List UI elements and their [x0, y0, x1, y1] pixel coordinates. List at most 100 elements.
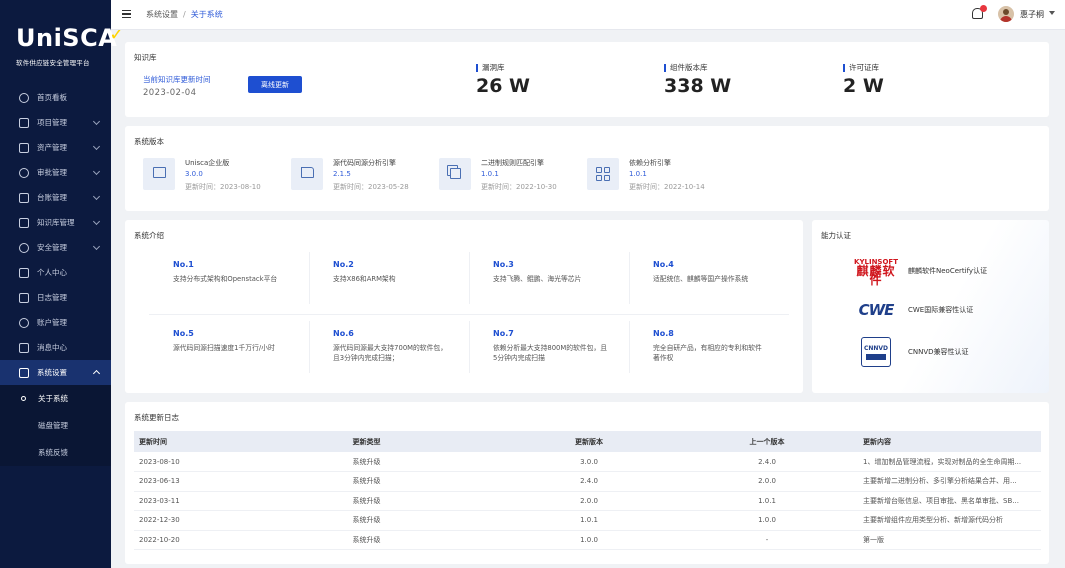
kylinsoft-logo: KYLINSOFT 麒麟软件 [852, 256, 900, 286]
sidebar-item-label: 台账管理 [37, 193, 67, 202]
breadcrumb-item-settings[interactable]: 系统设置 [146, 10, 178, 19]
table-cell: 1.0.0 [502, 530, 676, 550]
table-cell: 2022-12-30 [134, 510, 231, 531]
intro-number: No.5 [173, 329, 194, 338]
submenu-item[interactable]: 关于系统 [0, 385, 111, 412]
version-number: 2.1.5 [333, 170, 351, 178]
sidebar-item-label: 账户管理 [37, 318, 67, 327]
cert-item: CNNVD CNNVD兼容性认证 [852, 337, 1032, 367]
chevron-down-icon [92, 117, 101, 126]
table-cell: 2.4.0 [502, 471, 676, 492]
intro-number: No.2 [333, 260, 354, 269]
intro-text: 源代码同源最大支持700M的软件包，且3分钟内完成扫描； [333, 344, 447, 362]
kb-update-date: 2023-02-04 [143, 88, 197, 98]
stat-value: 26 W [476, 75, 531, 97]
divider [629, 252, 630, 304]
table-cell: 1.0.1 [676, 491, 858, 511]
sidebar-item-label: 安全管理 [37, 243, 67, 252]
sidebar-item[interactable]: 个人中心 [0, 260, 111, 285]
avatar[interactable] [998, 6, 1014, 22]
chevron-down-icon [92, 192, 101, 201]
stat-value: 2 W [843, 75, 884, 97]
submenu-item-label: 系统反馈 [38, 448, 68, 457]
submenu: 关于系统磁盘管理系统反馈 [0, 385, 111, 466]
sidebar-item[interactable]: 首页看板 [0, 85, 111, 110]
version-item: 二进制规则匹配引擎 1.0.1 更新时间：2022-10-30 [439, 158, 579, 192]
intro-item: No.6 源代码同源最大支持700M的软件包，且3分钟内完成扫描； [309, 329, 464, 381]
intro-text: 支持X86和ARM架构 [333, 275, 396, 283]
cert-item: CWE CWE国际兼容性认证 [852, 295, 1032, 325]
sidebar-item-label: 项目管理 [37, 118, 67, 127]
intro-text: 支持分布式架构和Openstack平台 [173, 275, 278, 283]
version-number: 1.0.1 [629, 170, 647, 178]
stat-label: 许可证库 [843, 64, 884, 72]
stat-components: 组件版本库 338 W [664, 64, 731, 97]
binary-icon [439, 158, 471, 190]
sidebar-item[interactable]: 审批管理 [0, 160, 111, 185]
table-cell: 系统升级 [231, 452, 502, 472]
table-cell: 2023-06-13 [134, 471, 231, 492]
changelog-panel: 系统更新日志 更新时间 更新类型 更新版本 上一个版本 更新内容 2023-08… [125, 402, 1049, 564]
version-time: 更新时间：2023-08-10 [185, 183, 261, 191]
approval-icon [19, 167, 29, 178]
sidebar-menu: 首页看板项目管理资产管理 审批管理台账管理知识库管理安全管理个人中心日志管理账户管… [0, 85, 111, 466]
table-cell: 1.0.0 [676, 510, 858, 531]
certs-title: 能力认证 [821, 231, 851, 240]
account-icon [19, 317, 29, 328]
sidebar-item[interactable]: 消息中心 [0, 335, 111, 360]
dashboard-icon [19, 92, 29, 103]
column-header: 更新版本 [502, 431, 676, 452]
sidebar-item[interactable]: 资产管理 [0, 135, 111, 160]
cnnvd-logo-text: CNNVD [863, 344, 889, 352]
sidebar-item-label: 个人中心 [37, 268, 67, 277]
intro-item: No.1 支持分布式架构和Openstack平台 [149, 260, 304, 312]
offline-update-button[interactable]: 离线更新 [248, 76, 302, 93]
sidebar-item[interactable]: 账户管理 [0, 310, 111, 335]
cert-name: CWE国际兼容性认证 [908, 306, 974, 314]
menu-toggle-icon[interactable] [122, 10, 131, 18]
chevron-down-icon [92, 369, 101, 378]
table-cell: 2.0.0 [676, 471, 858, 492]
top-bar: 系统设置 / 关于系统 惠子桐 [111, 0, 1065, 30]
table-cell: 1.0.1 [502, 510, 676, 531]
intro-number: No.4 [653, 260, 674, 269]
sidebar-item[interactable]: 项目管理 [0, 110, 111, 135]
cert-name: 麒麟软件NeoCertify认证 [908, 267, 988, 275]
table-cell: 系统升级 [231, 510, 502, 531]
username[interactable]: 惠子桐 [1020, 10, 1044, 19]
breadcrumb-item-about: 关于系统 [190, 10, 223, 19]
versions-panel: 系统版本 Unisca企业版 3.0.0 更新时间：2023-08-10 源代码… [125, 126, 1049, 211]
sidebar-item[interactable]: 台账管理 [0, 185, 111, 210]
cnnvd-logo: CNNVD [852, 337, 900, 367]
chevron-down-icon [92, 167, 101, 176]
submenu-item[interactable]: 系统反馈 [0, 439, 111, 466]
sidebar-item[interactable]: 安全管理 [0, 235, 111, 260]
intro-item: No.3 支持飞腾、鲲鹏、海光等芯片 [469, 260, 624, 312]
table-cell: 系统升级 [231, 491, 502, 511]
divider [469, 321, 470, 373]
table-row: 2022-10-20 系统升级 1.0.0- 第一版 [134, 530, 1041, 550]
app-logo[interactable]: UniSCA✓ 软件供应链安全管理平台 [16, 24, 124, 67]
column-header: 更新类型 [231, 431, 502, 452]
intro-item: No.2 支持X86和ARM架构 [309, 260, 464, 312]
intro-text: 源代码同源扫描速度1千万行/小时 [173, 344, 275, 352]
version-name: 二进制规则匹配引擎 [481, 159, 544, 167]
column-header: 更新内容 [858, 431, 1041, 452]
sidebar-item[interactable]: 系统设置 [0, 360, 111, 385]
table-row: 2022-12-30 系统升级 1.0.1 1.0.0 主要新增组件应用类型分析、新增源… [134, 510, 1041, 531]
version-time: 更新时间：2022-10-14 [629, 183, 705, 191]
submenu-item-label: 磁盘管理 [38, 421, 68, 430]
chevron-down-icon [92, 217, 101, 226]
sidebar-item[interactable]: 知识库管理 [0, 210, 111, 235]
intro-item: No.8 完全自研产品，有相应的专利和软件著作权 [629, 329, 784, 381]
stat-label: 组件版本库 [664, 64, 731, 72]
notification-bell-icon[interactable] [972, 8, 983, 19]
divider [309, 252, 310, 304]
breadcrumb: 系统设置 / 关于系统 [146, 9, 223, 20]
caret-down-icon[interactable] [1049, 11, 1055, 15]
sidebar: UniSCA✓ 软件供应链安全管理平台 首页看板项目管理资产管理 审批管理台账管理… [0, 0, 124, 568]
version-item: 依赖分析引擎 1.0.1 更新时间：2022-10-14 [587, 158, 727, 192]
submenu-item[interactable]: 磁盘管理 [0, 412, 111, 439]
intro-number: No.6 [333, 329, 354, 338]
sidebar-item[interactable]: 日志管理 [0, 285, 111, 310]
